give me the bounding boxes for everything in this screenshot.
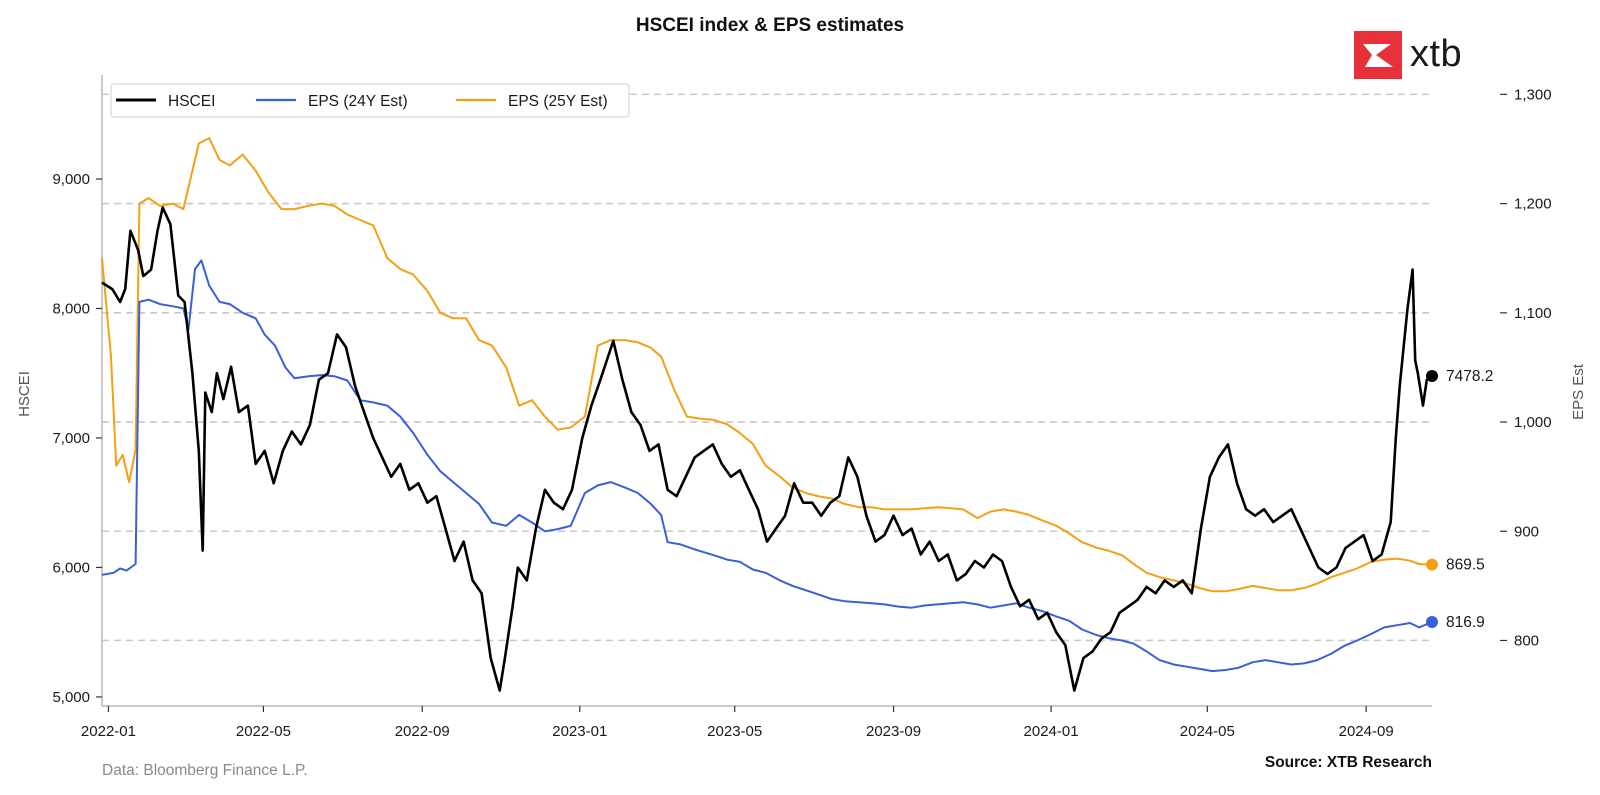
xtb-logo-mark — [1354, 31, 1402, 79]
series-end-label-eps-24y-est: 816.9 — [1446, 614, 1485, 631]
grid-layer — [102, 93, 1432, 642]
y-left-tick-label: 5,000 — [52, 689, 90, 706]
series-end-label-eps-25y-est: 869.5 — [1446, 557, 1485, 574]
legend-box — [110, 83, 630, 118]
x-tick-label: 2023-01 — [552, 723, 607, 740]
y-left-tick-label: 6,000 — [52, 559, 90, 576]
y-right-tick-label: 1,200 — [1514, 196, 1552, 213]
series-line-hscei — [101, 206, 1433, 692]
y-left-tick-label: 7,000 — [52, 430, 90, 447]
series-endpoint-eps-24y-est — [1426, 616, 1438, 629]
y-right-tick-label: 800 — [1514, 632, 1539, 649]
endpoint-layer: 869.5 816.9 7478.2 — [1426, 368, 1493, 631]
series-line-eps-24y-est — [101, 259, 1433, 673]
x-tick-label: 2024-09 — [1339, 723, 1394, 740]
footer-research-source: Source: XTB Research — [1265, 754, 1432, 771]
y-right-tick-label: 1,300 — [1514, 86, 1552, 103]
series-line-eps-25y-est — [101, 137, 1433, 593]
y-right-tick-label: 1,000 — [1514, 414, 1552, 431]
axes-layer: 2022-01 2022-05 2022-09 2023-01 2023-05 2023-… — [52, 75, 1552, 740]
x-tick-label: 2022-09 — [395, 723, 450, 740]
y-right-tick-label: 900 — [1514, 523, 1539, 540]
y-left-tick-label: 9,000 — [52, 171, 90, 188]
legend-label-hscei: HSCEI — [168, 93, 215, 110]
chart-title: HSCEI index & EPS estimates — [636, 15, 904, 36]
legend: HSCEI EPS (24Y Est) EPS (25Y Est) — [110, 83, 630, 118]
y-left-tick-label: 8,000 — [52, 300, 90, 317]
x-tick-label: 2023-05 — [707, 723, 762, 740]
x-tick-label: 2022-05 — [236, 723, 291, 740]
legend-label-eps-24y-est: EPS (24Y Est) — [308, 93, 408, 110]
x-tick-label: 2024-05 — [1180, 723, 1235, 740]
series-layer — [101, 137, 1433, 692]
legend-label-eps-25y-est: EPS (25Y Est) — [508, 93, 608, 110]
y-right-axis-label: EPS Est — [1570, 363, 1587, 420]
xtb-logo-x-icon — [1363, 44, 1393, 67]
xtb-logo-text: xtb — [1410, 33, 1462, 75]
x-tick-label: 2023-09 — [866, 723, 921, 740]
xtb-logo: xtb — [1354, 31, 1462, 79]
footer-data-source: Data: Bloomberg Finance L.P. — [102, 762, 308, 779]
legend-items: HSCEI EPS (24Y Est) EPS (25Y Est) — [116, 93, 608, 110]
series-endpoint-hscei — [1426, 370, 1438, 383]
series-end-label-hscei: 7478.2 — [1446, 368, 1493, 385]
y-right-tick-label: 1,100 — [1514, 305, 1552, 322]
y-left-axis-label: HSCEI — [16, 371, 33, 417]
x-tick-label: 2024-01 — [1024, 723, 1079, 740]
x-tick-label: 2022-01 — [81, 723, 136, 740]
series-endpoint-eps-25y-est — [1426, 558, 1438, 571]
